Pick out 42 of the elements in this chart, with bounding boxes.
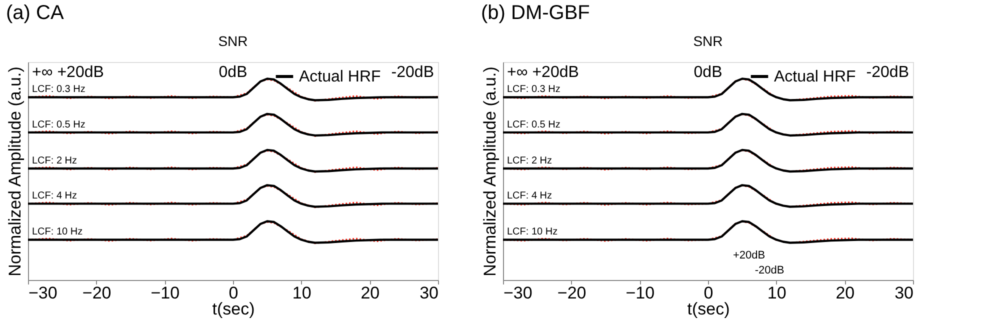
annotation: -20dB xyxy=(866,64,909,81)
annotation: LCF: 4 Hz xyxy=(507,190,552,202)
legend-label: Actual HRF xyxy=(774,68,856,86)
annotation: +20dB xyxy=(732,249,766,262)
annotation: LCF: 10 Hz xyxy=(32,226,83,238)
annotation: -20dB xyxy=(391,64,434,81)
annotation: LCF: 10 Hz xyxy=(507,226,558,238)
y-axis-title: Normalized Amplitude (a.u.) xyxy=(6,66,24,276)
x-tick-label: 0 xyxy=(704,284,714,302)
legend-title: SNR xyxy=(693,33,723,49)
annotation: +∞ +20dB xyxy=(507,64,579,81)
annotation: LCF: 4 Hz xyxy=(32,190,78,202)
annotation: LCF: 2 Hz xyxy=(507,155,552,166)
x-tick-label: −20 xyxy=(557,284,586,302)
x-tick-label: −30 xyxy=(28,284,58,302)
annotation: LCF: 0.5 Hz xyxy=(32,119,86,130)
annotation: LCF: 0.5 Hz xyxy=(507,119,560,130)
annotation: -20dB xyxy=(754,264,784,277)
x-tick-label: 20 xyxy=(360,284,380,302)
x-tick-label: 20 xyxy=(836,284,855,302)
x-tick-label: −10 xyxy=(150,284,180,302)
x-tick-label: −10 xyxy=(626,284,655,302)
x-tick-label: 30 xyxy=(894,284,914,302)
x-tick-label: 30 xyxy=(420,284,438,302)
annotation: LCF: 0.3 Hz xyxy=(507,84,560,96)
legend-label: Actual HRF xyxy=(299,68,382,86)
annotation: +∞ +20dB xyxy=(32,64,104,81)
annotation: LCF: 2 Hz xyxy=(32,155,78,166)
chart-title: (b) DM-GBF xyxy=(481,2,590,24)
x-tick-label: 10 xyxy=(767,284,786,302)
x-axis-title: t(sec) xyxy=(687,300,730,318)
x-tick-label: −30 xyxy=(504,284,532,302)
annotation: 0dB xyxy=(218,64,248,81)
y-axis-title: Normalized Amplitude (a.u.) xyxy=(480,66,500,276)
annotation: LCF: 0.3 Hz xyxy=(32,84,86,96)
x-tick-label: −20 xyxy=(82,284,112,302)
legend-title: SNR xyxy=(218,33,248,49)
annotation: 0dB xyxy=(694,64,722,81)
chart-title: (a) CA xyxy=(6,2,64,24)
x-tick-label: 0 xyxy=(228,284,238,302)
x-axis-title: t(sec) xyxy=(212,300,255,318)
x-tick-label: 10 xyxy=(292,284,312,302)
